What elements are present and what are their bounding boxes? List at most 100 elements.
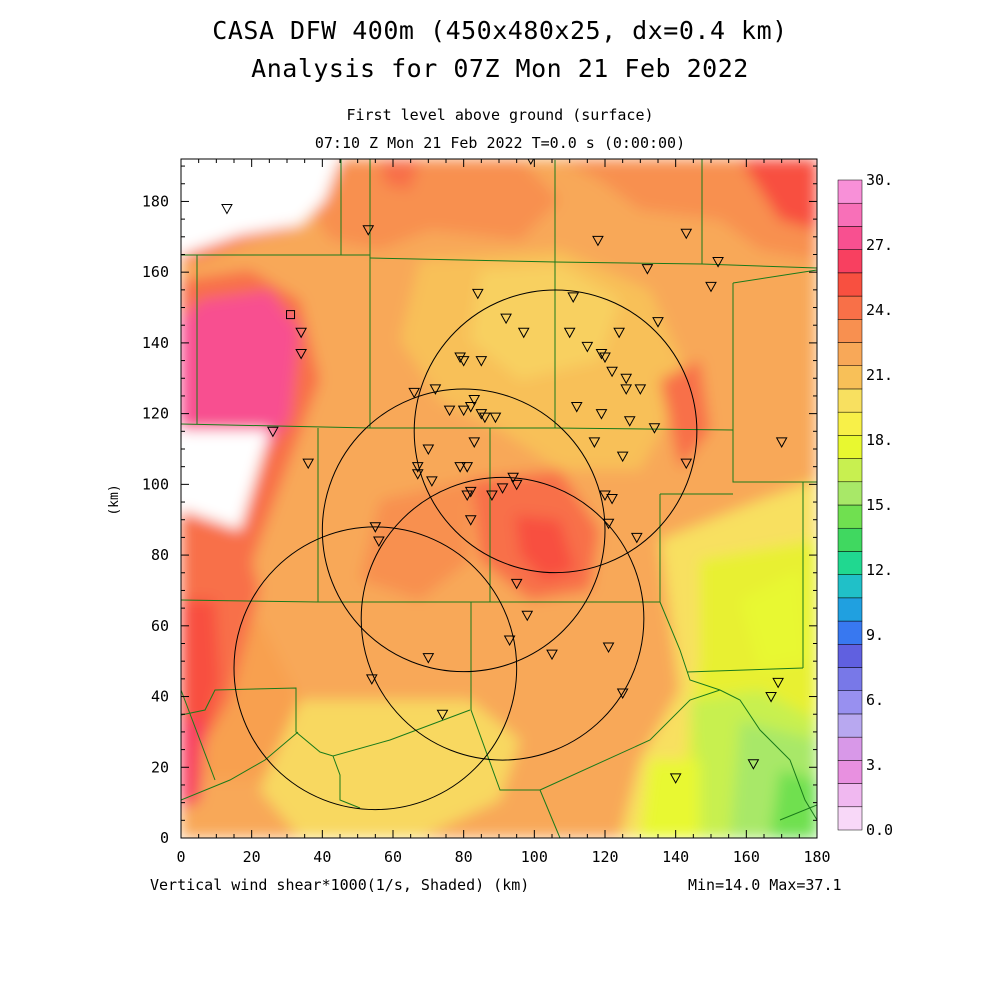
station-marker [652,317,664,328]
station-marker [620,384,633,395]
range-ring-1 [233,526,518,811]
field-shading [181,159,817,838]
y-tick-label: 120 [142,405,169,423]
chart-title: CASA DFW 400m (450x480x25, dx=0.4 km) [212,16,788,45]
station-marker [546,649,558,661]
colorbar-swatch [837,365,863,390]
colorbar-swatch [837,342,863,366]
colorbar-swatch [837,435,863,459]
station-marker [623,416,636,427]
colorbar-swatch [837,179,863,204]
range-ring-3 [413,289,698,574]
colorbar-swatch [837,574,863,599]
colorbar-swatch [837,736,863,761]
station-marker [765,692,777,703]
station-marker [486,490,498,501]
x-tick-label: 100 [521,848,548,866]
y-tick-label: 20 [151,758,169,776]
station-marker [500,313,512,325]
station-marker [457,356,470,367]
station-marker [634,384,647,395]
colorbar-swatch [837,388,863,413]
range-ring-4 [360,476,645,761]
station-marker [680,228,693,240]
station-marker [461,462,474,473]
station-marker [471,288,484,300]
x-axis: 0 20 40 60 80 100 120 140 160 180 [176,159,831,866]
station-marker [507,472,519,484]
station-marker [606,366,618,378]
colorbar: 0.0 3. 6. 9. 12. 15. 18. 21. 24. 27. 30. [837,171,893,839]
colorbar-label: 0.0 [866,821,893,839]
station-marker [510,479,523,491]
station-marker [475,409,488,420]
station-marker [648,423,661,434]
station-marker [620,373,633,385]
colorbar-label: 3. [866,756,884,774]
station-marker [429,384,442,395]
y-tick-label: 60 [151,617,169,635]
x-tick-label: 140 [662,848,689,866]
colorbar-swatch [837,202,863,227]
colorbar-swatch [837,272,863,297]
y-tick-label: 40 [151,688,169,706]
station-marker [517,327,530,339]
y-tick-label: 140 [142,334,169,352]
station-marker [454,352,466,364]
station-marker [295,349,307,360]
station-marker [592,235,604,247]
colorbar-label: 6. [866,691,884,709]
x-tick-label: 160 [733,848,760,866]
station-marker [295,327,307,339]
station-marker [595,349,608,360]
station-marker [616,451,629,463]
y-tick-label: 0 [160,829,169,847]
colorbar-swatch [837,806,863,831]
y-tick-label: 80 [151,546,169,564]
station-marker [365,674,378,685]
colorbar-label: 12. [866,561,893,579]
station-marker [772,677,784,689]
colorbar-swatch [837,551,863,575]
station-marker [468,437,481,448]
station-marker [302,458,315,470]
station-marker [267,426,279,438]
colorbar-swatch [837,713,863,738]
station-marker [595,409,608,420]
y-axis: 0 20 40 60 80 100 120 140 160 180 [142,165,817,847]
colorbar-label: 18. [866,431,893,449]
chart-timestamp: 07:10 Z Mon 21 Feb 2022 T=0.0 s (0:00:00… [314,134,686,152]
station-marker [563,327,576,339]
station-square-marker [286,310,296,320]
station-marker [422,653,435,664]
station-marker [362,225,375,236]
station-marker [468,394,481,406]
x-tick-label: 0 [176,848,185,866]
colorbar-swatch [837,667,863,691]
station-marker [630,532,643,544]
colorbar-swatch [837,783,863,808]
y-axis-label: (km) [107,484,122,515]
station-marker [457,405,470,417]
colorbar-swatch [837,249,863,274]
colorbar-label: 21. [866,366,893,384]
station-marker [510,578,523,590]
colorbar-swatch [837,597,863,622]
station-marker [503,635,516,646]
station-markers [221,159,788,784]
station-marker [489,412,502,424]
colorbar-swatch [837,690,863,715]
chart-subtitle: First level above ground (surface) [346,106,654,124]
station-marker [411,462,424,473]
x-tick-label: 80 [455,848,473,866]
station-marker [613,327,625,339]
station-marker [408,387,421,399]
y-tick-label: 160 [142,263,169,281]
station-marker [464,402,477,413]
station-marker [599,352,611,364]
x-tick-label: 20 [243,848,261,866]
y-tick-label: 180 [142,192,169,210]
station-marker [436,709,449,721]
colorbar-label: 24. [866,301,893,319]
